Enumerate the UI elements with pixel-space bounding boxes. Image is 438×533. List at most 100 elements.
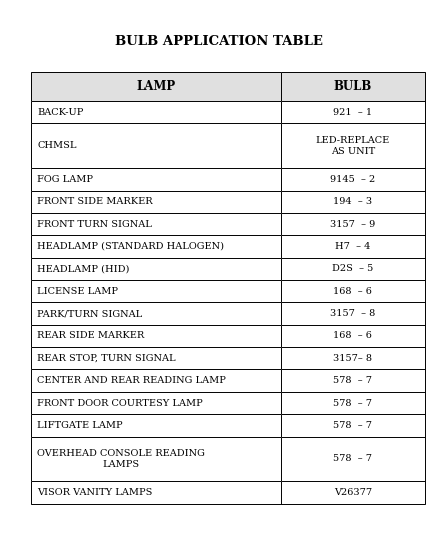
Bar: [31, 213, 281, 235]
Bar: [31, 369, 281, 392]
Bar: [281, 347, 425, 369]
Bar: [281, 302, 425, 325]
Text: 3157  – 8: 3157 – 8: [330, 309, 375, 318]
Bar: [281, 72, 425, 101]
Bar: [281, 124, 425, 168]
Text: V26377: V26377: [334, 488, 372, 497]
Bar: [31, 302, 281, 325]
Bar: [31, 369, 281, 392]
Bar: [281, 257, 425, 280]
Bar: [31, 190, 281, 213]
Bar: [281, 414, 425, 437]
Text: LED-REPLACE
AS UNIT: LED-REPLACE AS UNIT: [316, 136, 390, 156]
Text: 578  – 7: 578 – 7: [333, 376, 372, 385]
Bar: [281, 392, 425, 414]
Text: HEADLAMP (HID): HEADLAMP (HID): [37, 264, 130, 273]
Bar: [31, 168, 281, 190]
Text: 3157  – 9: 3157 – 9: [330, 220, 375, 229]
Text: OVERHEAD CONSOLE READING
LAMPS: OVERHEAD CONSOLE READING LAMPS: [37, 449, 205, 469]
Bar: [31, 101, 281, 124]
Bar: [31, 325, 281, 347]
Bar: [281, 437, 425, 481]
Bar: [31, 302, 281, 325]
Bar: [281, 257, 425, 280]
Bar: [31, 124, 281, 168]
Bar: [281, 213, 425, 235]
Bar: [31, 72, 281, 101]
Bar: [281, 414, 425, 437]
Text: CHMSL: CHMSL: [37, 141, 77, 150]
Bar: [31, 190, 281, 213]
Text: FRONT DOOR COURTESY LAMP: FRONT DOOR COURTESY LAMP: [37, 399, 203, 408]
Bar: [281, 325, 425, 347]
Bar: [31, 392, 281, 414]
Bar: [281, 369, 425, 392]
Bar: [281, 72, 425, 101]
Bar: [281, 302, 425, 325]
Text: 194  – 3: 194 – 3: [333, 197, 372, 206]
Bar: [281, 168, 425, 190]
Text: REAR STOP, TURN SIGNAL: REAR STOP, TURN SIGNAL: [37, 354, 176, 363]
Text: FRONT SIDE MARKER: FRONT SIDE MARKER: [37, 197, 153, 206]
Bar: [281, 213, 425, 235]
Text: 578  – 7: 578 – 7: [333, 421, 372, 430]
Bar: [31, 347, 281, 369]
Bar: [31, 392, 281, 414]
Text: LICENSE LAMP: LICENSE LAMP: [37, 287, 118, 296]
Text: D2S  – 5: D2S – 5: [332, 264, 374, 273]
Bar: [281, 101, 425, 124]
Text: 168  – 6: 168 – 6: [333, 332, 372, 341]
Text: FOG LAMP: FOG LAMP: [37, 175, 93, 184]
Bar: [31, 325, 281, 347]
Bar: [281, 280, 425, 302]
Text: PARK/TURN SIGNAL: PARK/TURN SIGNAL: [37, 309, 142, 318]
Bar: [31, 437, 281, 481]
Text: H7  – 4: H7 – 4: [335, 242, 371, 251]
Bar: [281, 369, 425, 392]
Bar: [31, 235, 281, 257]
Bar: [281, 235, 425, 257]
Bar: [31, 481, 281, 504]
Text: BULB APPLICATION TABLE: BULB APPLICATION TABLE: [115, 35, 323, 47]
Text: BACK-UP: BACK-UP: [37, 108, 84, 117]
Bar: [281, 101, 425, 124]
Bar: [281, 235, 425, 257]
Bar: [31, 414, 281, 437]
Text: LAMP: LAMP: [136, 80, 175, 93]
Bar: [281, 347, 425, 369]
Bar: [281, 190, 425, 213]
Text: VISOR VANITY LAMPS: VISOR VANITY LAMPS: [37, 488, 152, 497]
Bar: [281, 325, 425, 347]
Bar: [31, 414, 281, 437]
Bar: [281, 124, 425, 168]
Bar: [31, 213, 281, 235]
Text: 9145  – 2: 9145 – 2: [330, 175, 375, 184]
Bar: [31, 280, 281, 302]
Bar: [31, 72, 281, 101]
Bar: [31, 257, 281, 280]
Bar: [31, 101, 281, 124]
Bar: [281, 280, 425, 302]
Bar: [281, 481, 425, 504]
Bar: [31, 347, 281, 369]
Bar: [31, 168, 281, 190]
Bar: [31, 437, 281, 481]
Bar: [31, 124, 281, 168]
Text: BULB: BULB: [334, 80, 372, 93]
Text: HEADLAMP (STANDARD HALOGEN): HEADLAMP (STANDARD HALOGEN): [37, 242, 224, 251]
Text: LIFTGATE LAMP: LIFTGATE LAMP: [37, 421, 123, 430]
Text: FRONT TURN SIGNAL: FRONT TURN SIGNAL: [37, 220, 152, 229]
Bar: [281, 190, 425, 213]
Bar: [281, 481, 425, 504]
Text: 921  – 1: 921 – 1: [333, 108, 372, 117]
Text: CENTER AND REAR READING LAMP: CENTER AND REAR READING LAMP: [37, 376, 226, 385]
Bar: [281, 168, 425, 190]
Text: 578  – 7: 578 – 7: [333, 399, 372, 408]
Text: 3157– 8: 3157– 8: [333, 354, 372, 363]
Text: 168  – 6: 168 – 6: [333, 287, 372, 296]
Bar: [281, 392, 425, 414]
Bar: [31, 235, 281, 257]
Bar: [281, 437, 425, 481]
Bar: [31, 280, 281, 302]
Text: REAR SIDE MARKER: REAR SIDE MARKER: [37, 332, 145, 341]
